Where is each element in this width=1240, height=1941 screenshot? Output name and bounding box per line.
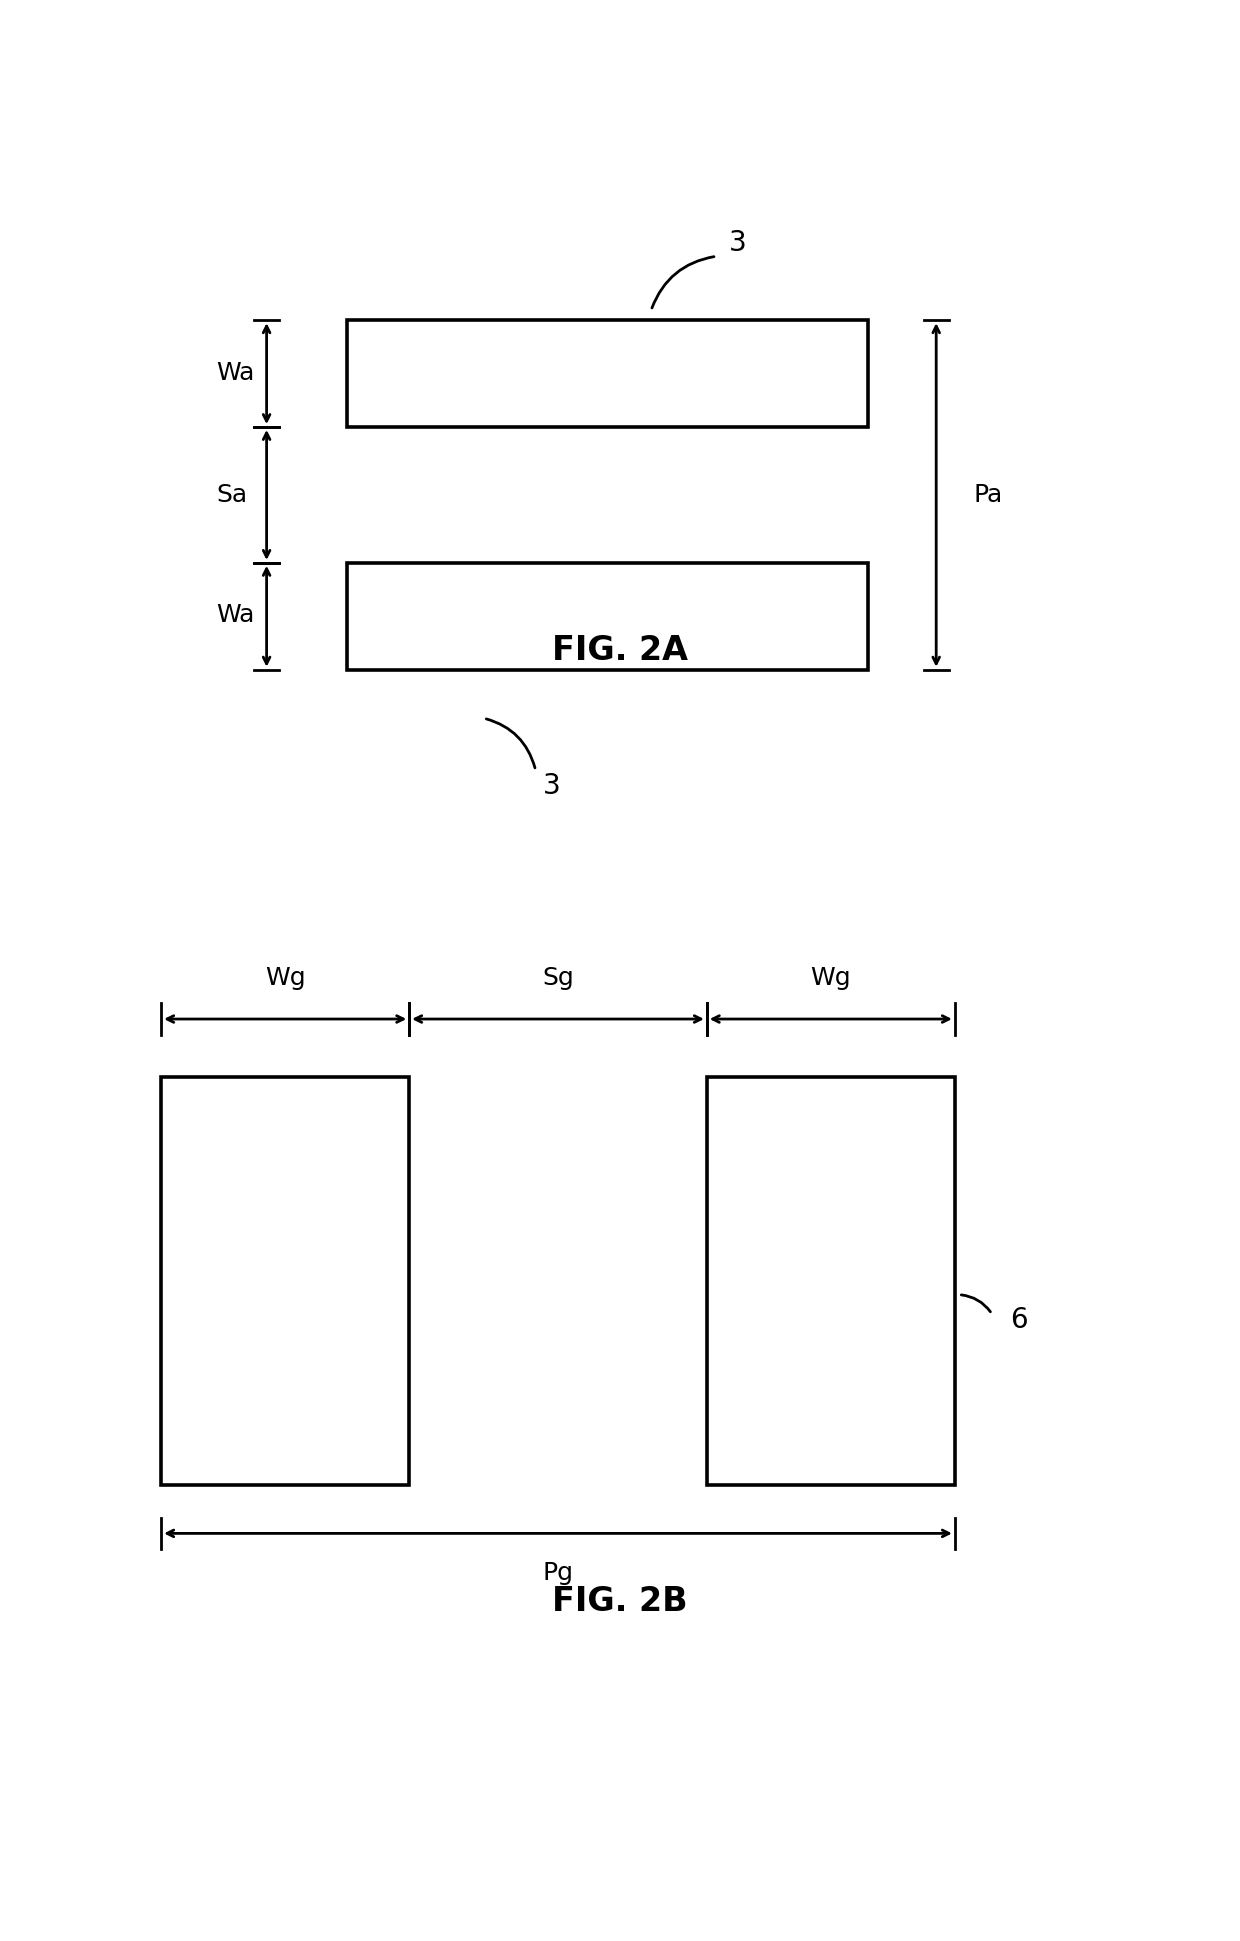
Bar <box>347 563 868 670</box>
Text: 6: 6 <box>1011 1306 1028 1333</box>
Bar <box>707 1077 955 1485</box>
Text: Wg: Wg <box>811 967 851 990</box>
Text: 3: 3 <box>729 229 746 256</box>
Text: Sa: Sa <box>217 483 248 507</box>
Text: Wa: Wa <box>216 604 254 627</box>
Text: Sg: Sg <box>542 967 574 990</box>
Text: Pg: Pg <box>543 1561 573 1584</box>
Text: Wa: Wa <box>216 361 254 384</box>
Bar <box>161 1077 409 1485</box>
Bar <box>347 320 868 427</box>
Text: Pa: Pa <box>973 483 1003 507</box>
Text: FIG. 2A: FIG. 2A <box>552 633 688 668</box>
Text: 3: 3 <box>543 773 560 800</box>
Text: FIG. 2B: FIG. 2B <box>552 1584 688 1619</box>
Text: Wg: Wg <box>265 967 305 990</box>
